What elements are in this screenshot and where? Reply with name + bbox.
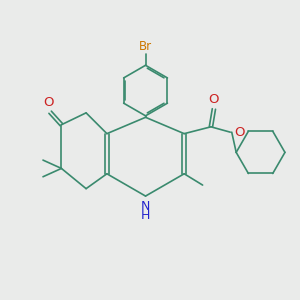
Text: H: H bbox=[141, 209, 150, 222]
Text: O: O bbox=[234, 126, 245, 139]
Text: Br: Br bbox=[139, 40, 152, 52]
Text: O: O bbox=[209, 93, 219, 106]
Text: N: N bbox=[141, 200, 150, 213]
Text: O: O bbox=[44, 96, 54, 109]
